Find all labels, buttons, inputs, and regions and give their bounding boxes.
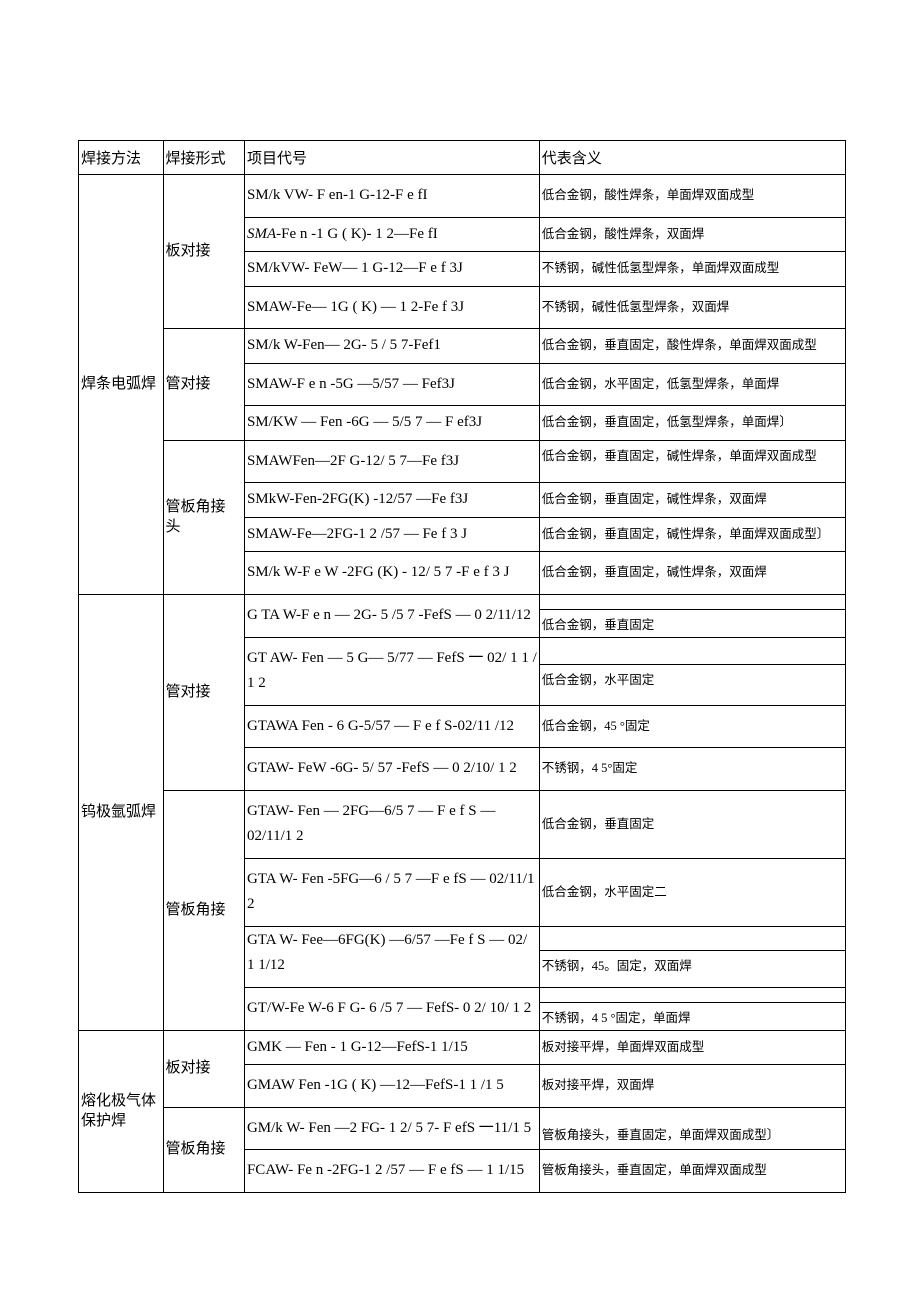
code-cell: GM/k W- Fen —2 FG- 1 2/ 5 7- F efS 一11/1…: [244, 1107, 539, 1150]
header-form: 焊接形式: [163, 141, 244, 175]
meaning-cell: 管板角接头，垂直固定，单面焊双面成型〕: [539, 1107, 845, 1150]
code-cell: GMK — Fen - 1 G-12—FefS-1 1/15: [244, 1030, 539, 1065]
table-row: 钨极氩弧焊 管对接 G TA W-F e n — 2G- 5 /5 7 -Fef…: [79, 594, 846, 637]
meaning-cell: 低合金钢，垂直固定: [539, 790, 845, 858]
meaning-cell: 低合金钢，垂直固定，碱性焊条，单面焊双面成型〕: [539, 517, 845, 552]
method-cell: 钨极氩弧焊: [79, 594, 164, 1030]
code-cell: GTAW- Fen — 2FG—6/5 7 — F e f S — 02/11/…: [244, 790, 539, 858]
code-cell: SM/k VW- F en-1 G-12-F e fI: [244, 175, 539, 218]
header-method: 焊接方法: [79, 141, 164, 175]
header-code: 项目代号: [244, 141, 539, 175]
code-cell: GTAWA Fen - 6 G-5/57 — F e f S-02/11 /12: [244, 705, 539, 748]
code-cell: SMAW-Fe—2FG-1 2 /57 — Fe f 3 J: [244, 517, 539, 552]
code-cell: SMA-Fe n -1 G ( K)- 1 2—Fe fI: [244, 217, 539, 252]
code-cell: SM/kVW- FeW— 1 G-12—F e f 3J: [244, 252, 539, 287]
code-cell: SMAW-Fe— 1G ( K) — 1 2-Fe f 3J: [244, 286, 539, 329]
meaning-cell: 不锈钢，碱性低氢型焊条，双面焊: [539, 286, 845, 329]
meaning-cell: 低合金钢，垂直固定，碱性焊条，单面焊双面成型: [539, 440, 845, 483]
form-cell: 板对接: [163, 175, 244, 329]
code-cell: SMkW-Fen-2FG(K) -12/57 —Fe f3J: [244, 483, 539, 518]
code-cell: SM/k W-F e W -2FG (K) - 12/ 5 7 -F e f 3…: [244, 552, 539, 595]
meaning-cell: 不锈钢，碱性低氢型焊条，单面焊双面成型: [539, 252, 845, 287]
code-cell: GT AW- Fen — 5 G— 5/77 — FefS 一 02/ 1 1 …: [244, 637, 539, 705]
form-cell: 管对接: [163, 594, 244, 790]
table-row: 管对接 SM/k W-Fen— 2G- 5 / 5 7-Fef1 低合金钢，垂直…: [79, 329, 846, 364]
form-cell: 管板角接: [163, 790, 244, 1030]
welding-table: 焊接方法 焊接形式 项目代号 代表含义 焊条电弧焊 板对接 SM/k VW- F…: [78, 140, 846, 1193]
meaning-cell: 低合金钢，垂直固定，低氢型焊条，单面焊〕: [539, 406, 845, 441]
meaning-cell: 低合金钢，水平固定: [539, 637, 845, 705]
meaning-cell: 低合金钢，垂直固定，碱性焊条，双面焊: [539, 552, 845, 595]
method-cell: 熔化极气体 保护焊: [79, 1030, 164, 1192]
meaning-cell: 不锈钢，4 5°固定: [539, 748, 845, 791]
meaning-cell: 低合金钢，酸性焊条，双面焊: [539, 217, 845, 252]
code-cell: GTA W- Fee—6FG(K) —6/57 —Fe f S — 02/ 1 …: [244, 926, 539, 987]
code-cell: SM/KW — Fen -6G — 5/5 7 — F ef3J: [244, 406, 539, 441]
code-cell: GT/W-Fe W-6 F G- 6 /5 7 — FefS- 0 2/ 10/…: [244, 987, 539, 1030]
code-cell: GTAW- FeW -6G- 5/ 57 -FefS — 0 2/10/ 1 2: [244, 748, 539, 791]
method-cell: 焊条电弧焊: [79, 175, 164, 595]
meaning-cell: 不锈钢，4 5 °固定，单面焊: [539, 987, 845, 1030]
code-cell: FCAW- Fe n -2FG-1 2 /57 — F e fS — 1 1/1…: [244, 1150, 539, 1193]
code-cell: GMAW Fen -1G ( K) —12—FefS-1 1 /1 5: [244, 1065, 539, 1108]
form-cell: 管板角接 头: [163, 440, 244, 594]
meaning-cell: 低合金钢，水平固定，低氢型焊条，单面焊: [539, 363, 845, 406]
form-cell: 管对接: [163, 329, 244, 441]
table-header-row: 焊接方法 焊接形式 项目代号 代表含义: [79, 141, 846, 175]
code-cell: G TA W-F e n — 2G- 5 /5 7 -FefS — 0 2/11…: [244, 594, 539, 637]
code-cell: SMAW-F e n -5G —5/57 — Fef3J: [244, 363, 539, 406]
table-row: 管板角接 GTAW- Fen — 2FG—6/5 7 — F e f S — 0…: [79, 790, 846, 858]
meaning-cell: 低合金钢，垂直固定，酸性焊条，单面焊双面成型: [539, 329, 845, 364]
meaning-cell: 板对接平焊，双面焊: [539, 1065, 845, 1108]
meaning-cell: 低合金钢，水平固定二: [539, 858, 845, 926]
table-row: 管板角接 头 SMAWFen—2F G-12/ 5 7—Fe f3J 低合金钢，…: [79, 440, 846, 483]
meaning-cell: 板对接平焊，单面焊双面成型: [539, 1030, 845, 1065]
form-cell: 板对接: [163, 1030, 244, 1107]
meaning-cell: 低合金钢，垂直固定: [539, 594, 845, 637]
table-row: 焊条电弧焊 板对接 SM/k VW- F en-1 G-12-F e fI 低合…: [79, 175, 846, 218]
table-row: 管板角接 GM/k W- Fen —2 FG- 1 2/ 5 7- F efS …: [79, 1107, 846, 1150]
code-cell: SM/k W-Fen— 2G- 5 / 5 7-Fef1: [244, 329, 539, 364]
form-cell: 管板角接: [163, 1107, 244, 1192]
code-cell: SMAWFen—2F G-12/ 5 7—Fe f3J: [244, 440, 539, 483]
header-meaning: 代表含义: [539, 141, 845, 175]
meaning-cell: 不锈钢，45。固定，双面焊: [539, 926, 845, 987]
meaning-cell: 低合金钢，45 °固定: [539, 705, 845, 748]
meaning-cell: 管板角接头，垂直固定，单面焊双面成型: [539, 1150, 845, 1193]
meaning-cell: 低合金钢，酸性焊条，单面焊双面成型: [539, 175, 845, 218]
meaning-cell: 低合金钢，垂直固定，碱性焊条，双面焊: [539, 483, 845, 518]
code-cell: GTA W- Fen -5FG—6 / 5 7 —F e fS — 02/11/…: [244, 858, 539, 926]
table-row: 熔化极气体 保护焊 板对接 GMK — Fen - 1 G-12—FefS-1 …: [79, 1030, 846, 1065]
